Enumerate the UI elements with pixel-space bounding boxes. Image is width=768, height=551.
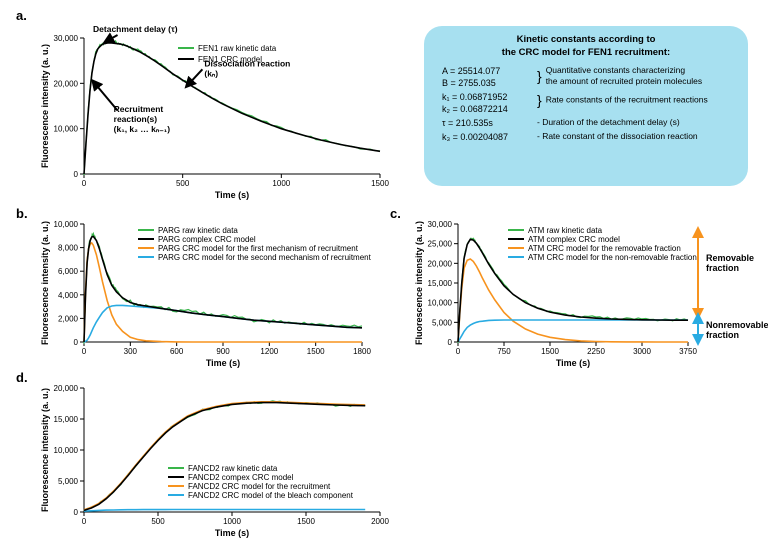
svg-text:0: 0 xyxy=(456,347,461,356)
svg-text:Detachment delay (τ): Detachment delay (τ) xyxy=(93,24,178,34)
svg-text:1200: 1200 xyxy=(260,347,278,356)
svg-text:300: 300 xyxy=(124,347,138,356)
svg-text:0: 0 xyxy=(74,338,79,347)
svg-text:ATM raw kinetic data: ATM raw kinetic data xyxy=(528,226,603,235)
svg-text:2000: 2000 xyxy=(371,517,389,526)
svg-text:5,000: 5,000 xyxy=(432,318,453,327)
svg-text:30,000: 30,000 xyxy=(428,220,453,229)
svg-text:Time (s): Time (s) xyxy=(206,358,240,368)
svg-text:(kₙ): (kₙ) xyxy=(204,68,218,78)
svg-text:0: 0 xyxy=(448,338,453,347)
panel-c-label: c. xyxy=(390,206,401,221)
svg-text:15,000: 15,000 xyxy=(428,279,453,288)
svg-text:Fluorescence intensity (a. u.): Fluorescence intensity (a. u.) xyxy=(40,388,50,512)
svg-text:0: 0 xyxy=(74,170,79,179)
svg-text:1800: 1800 xyxy=(353,347,371,356)
removable-fraction-label: Removablefraction xyxy=(706,254,754,274)
svg-text:PARG raw kinetic data: PARG raw kinetic data xyxy=(158,226,238,235)
svg-text:ATM complex CRC model: ATM complex CRC model xyxy=(528,235,620,244)
svg-text:20,000: 20,000 xyxy=(54,79,79,88)
infobox-A: A = 25514.077 xyxy=(442,66,500,76)
svg-text:25,000: 25,000 xyxy=(428,240,453,249)
svg-text:10,000: 10,000 xyxy=(54,125,79,134)
svg-text:Fluorescence intensity (a. u.): Fluorescence intensity (a. u.) xyxy=(40,221,50,345)
svg-text:FANCD2 raw kinetic data: FANCD2 raw kinetic data xyxy=(188,464,278,473)
svg-text:Time (s): Time (s) xyxy=(556,358,590,368)
svg-text:Time (s): Time (s) xyxy=(215,528,249,538)
svg-text:reaction(s): reaction(s) xyxy=(114,114,158,124)
svg-text:0: 0 xyxy=(82,179,87,188)
svg-text:10,000: 10,000 xyxy=(428,299,453,308)
svg-text:15,000: 15,000 xyxy=(54,415,79,424)
figure: a. b. c. d. 0 500 1000 1500 0 10,000 20,000 30,… xyxy=(12,8,756,543)
infobox-B: B = 2755.035 xyxy=(442,78,496,88)
infobox-k3-desc: - Rate constant of the dissociation reac… xyxy=(537,131,698,141)
svg-text:20,000: 20,000 xyxy=(54,384,79,393)
infobox-tau: τ = 210.535s xyxy=(442,118,493,128)
nonremovable-fraction-label: Nonremovablefraction xyxy=(706,321,768,341)
svg-text:FANCD2 CRC model of the bleach: FANCD2 CRC model of the bleach component xyxy=(188,491,354,500)
svg-text:FANCD2 compex CRC model: FANCD2 compex CRC model xyxy=(188,473,294,482)
infobox-title-l1: Kinetic constants according to xyxy=(517,34,656,45)
svg-text:1500: 1500 xyxy=(307,347,325,356)
infobox-k3: k₃ = 0.00204087 xyxy=(442,132,508,142)
infobox-k1: k₁ = 0.06871952 xyxy=(442,92,507,102)
svg-text:3000: 3000 xyxy=(633,347,651,356)
svg-text:900: 900 xyxy=(216,347,230,356)
svg-text:0: 0 xyxy=(82,347,87,356)
infobox-AB-desc1: Quantitative constants characterizing xyxy=(546,65,685,75)
svg-text:6,000: 6,000 xyxy=(58,267,79,276)
svg-text:500: 500 xyxy=(176,179,190,188)
svg-text:Dissociation reaction: Dissociation reaction xyxy=(204,58,290,68)
svg-text:PARG CRC model for the second: PARG CRC model for the second mechanism … xyxy=(158,253,372,262)
svg-text:ATM CRC model for the removabl: ATM CRC model for the removable fraction xyxy=(528,244,681,253)
svg-text:FEN1 raw kinetic data: FEN1 raw kinetic data xyxy=(198,44,277,53)
infobox-tau-desc: - Duration of the detachment delay (s) xyxy=(537,117,680,127)
svg-text:30,000: 30,000 xyxy=(54,34,79,43)
kinetic-constants-box: Kinetic constants according to the CRC m… xyxy=(424,26,748,186)
panel-b-label: b. xyxy=(16,206,28,221)
svg-text:1500: 1500 xyxy=(297,517,315,526)
svg-text:1000: 1000 xyxy=(223,517,241,526)
svg-text:FANCD2 CRC model for the recru: FANCD2 CRC model for the recruitment xyxy=(188,482,331,491)
svg-text:0: 0 xyxy=(82,517,87,526)
svg-text:PARG complex CRC model: PARG complex CRC model xyxy=(158,235,256,244)
svg-text:1500: 1500 xyxy=(541,347,559,356)
svg-text:Fluorescence intensity (a. u.): Fluorescence intensity (a. u.) xyxy=(414,221,424,345)
svg-text:2,000: 2,000 xyxy=(58,314,79,323)
infobox-k-desc: Rate constants of the recruitment reacti… xyxy=(546,95,708,105)
svg-text:2250: 2250 xyxy=(587,347,605,356)
svg-text:20,000: 20,000 xyxy=(428,259,453,268)
svg-text:Recruitment: Recruitment xyxy=(114,104,164,114)
svg-text:500: 500 xyxy=(151,517,165,526)
panel-a-label: a. xyxy=(16,8,27,23)
svg-text:0: 0 xyxy=(74,508,79,517)
svg-text:1000: 1000 xyxy=(272,179,290,188)
svg-text:(k₁, k₂ … kₙ₋₁): (k₁, k₂ … kₙ₋₁) xyxy=(114,124,171,134)
svg-text:1500: 1500 xyxy=(371,179,389,188)
svg-text:PARG CRC model for the first m: PARG CRC model for the first mechanism o… xyxy=(158,244,359,253)
panel-d-label: d. xyxy=(16,370,28,385)
panel-b-chart: 0 300 600 900 1200 1500 1800 0 2,000 4,000 6,000 8,… xyxy=(38,218,368,368)
svg-text:5,000: 5,000 xyxy=(58,477,79,486)
svg-text:10,000: 10,000 xyxy=(54,446,79,455)
svg-text:750: 750 xyxy=(497,347,511,356)
svg-text:Time (s): Time (s) xyxy=(215,190,249,200)
svg-text:Fluorescence intensity (a. u.): Fluorescence intensity (a. u.) xyxy=(40,44,50,168)
svg-text:10,000: 10,000 xyxy=(54,220,79,229)
svg-text:600: 600 xyxy=(170,347,184,356)
infobox-AB-desc2: the amount of recruited protein molecule… xyxy=(546,76,702,86)
svg-text:8,000: 8,000 xyxy=(58,244,79,253)
panel-d-chart: 0 500 1000 1500 2000 0 5,000 10,000 15,000 20,000… xyxy=(38,382,388,538)
infobox-title-l2: the CRC model for FEN1 recruitment: xyxy=(502,47,670,58)
panel-c-chart: 0750150022503000375005,00010,00015,00020… xyxy=(412,218,692,368)
panel-a-chart: 0 500 1000 1500 0 10,000 20,000 30,000 Time (s) F… xyxy=(38,20,388,200)
infobox-k2: k₂ = 0.06872214 xyxy=(442,104,508,114)
svg-text:ATM CRC model for the non-remo: ATM CRC model for the non-removable frac… xyxy=(528,253,697,262)
svg-text:4,000: 4,000 xyxy=(58,291,79,300)
